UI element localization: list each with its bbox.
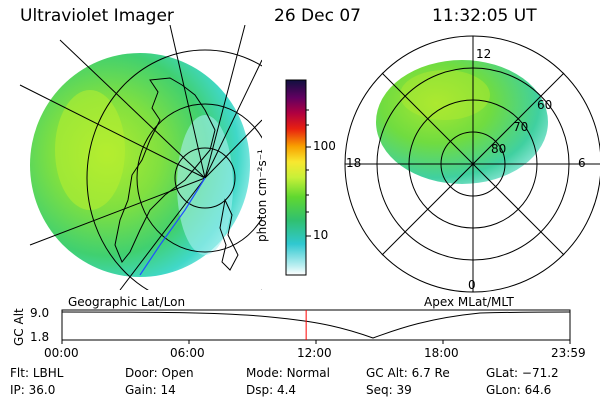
mlt-label-0: 0: [468, 278, 476, 292]
mlt-label-18: 18: [346, 156, 362, 170]
mlt-label-12: 12: [476, 47, 492, 61]
status-gc-alt-label: GC Alt:: [366, 366, 408, 380]
status-filter: Flt: LBHL: [10, 366, 63, 380]
status-dsp-value: 4.4: [276, 383, 297, 397]
status-glat-value: −71.2: [521, 366, 559, 380]
colorbar-unit-label: photon cm⁻²s⁻¹: [255, 149, 269, 242]
status-seq: Seq: 39: [366, 383, 412, 397]
mlt-label-6: 6: [578, 156, 586, 170]
ground-track: [139, 177, 206, 276]
status-gc-alt-value: 6.7 Re: [411, 366, 450, 380]
status-dsp-label: Dsp:: [246, 383, 274, 397]
bright-oval-right: [400, 70, 490, 120]
time-tick-0000: 00:00: [44, 346, 79, 360]
instrument-title: Ultraviolet Imager: [20, 6, 174, 26]
lat-label-60: 60: [537, 98, 553, 112]
status-ip-label: IP:: [10, 383, 25, 397]
status-seq-label: Seq:: [366, 383, 393, 397]
altitude-curve: [61, 311, 571, 339]
altitude-tick-min: 1.8: [30, 330, 50, 344]
geographic-projection-label: Geographic Lat/Lon: [68, 295, 186, 309]
altitude-axis-label: GC Alt: [12, 308, 26, 346]
coastline: [114, 77, 239, 271]
altitude-plot-frame: [61, 309, 571, 341]
time-tick-2359: 23:59: [551, 346, 586, 360]
date-label: 26 Dec 07: [274, 6, 361, 26]
apex-projection-label: Apex MLat/MLT: [424, 295, 514, 309]
status-door: Door: Open: [125, 366, 194, 380]
time-tick-1200: 12:00: [297, 346, 332, 360]
status-glat: GLat: −71.2: [486, 366, 559, 380]
lat-label-80: 80: [491, 142, 507, 156]
status-ip-value: 36.0: [28, 383, 56, 397]
polar-image: [344, 35, 600, 293]
status-gain-label: Gain:: [125, 383, 157, 397]
status-gain: Gain: 14: [125, 383, 176, 397]
status-mode: Mode: Normal: [246, 366, 330, 380]
colorbar-ticks: [306, 109, 311, 237]
lat-lon-grid: [19, 25, 262, 290]
status-door-label: Door:: [125, 366, 158, 380]
lat-label-70: 70: [513, 120, 529, 134]
status-gc-alt: GC Alt: 6.7 Re: [366, 366, 450, 380]
colorbar-tick-10: 10: [313, 228, 329, 242]
status-ip: IP: 36.0: [10, 383, 55, 397]
status-gain-value: 14: [160, 383, 176, 397]
polar-grid: [344, 35, 600, 293]
status-filter-value: LBHL: [32, 366, 64, 380]
time-tick-0600: 06:00: [170, 346, 205, 360]
status-dsp: Dsp: 4.4: [246, 383, 296, 397]
status-glat-label: GLat:: [486, 366, 519, 380]
status-glon-value: 64.6: [524, 383, 552, 397]
colorbar: [285, 79, 307, 276]
altitude-tick-max: 9.0: [30, 306, 50, 320]
status-glon-label: GLon:: [486, 383, 521, 397]
time-tick-1800: 18:00: [424, 346, 459, 360]
time-label: 11:32:05 UT: [432, 6, 537, 26]
altitude-x-ticks: [61, 340, 571, 344]
status-mode-value: Normal: [286, 366, 330, 380]
status-mode-label: Mode:: [246, 366, 283, 380]
geographic-image: [19, 25, 262, 290]
status-glon: GLon: 64.6: [486, 383, 551, 397]
status-door-value: Open: [161, 366, 194, 380]
status-seq-value: 39: [396, 383, 412, 397]
status-filter-label: Flt:: [10, 366, 29, 380]
colorbar-tick-100: 100: [313, 139, 336, 153]
